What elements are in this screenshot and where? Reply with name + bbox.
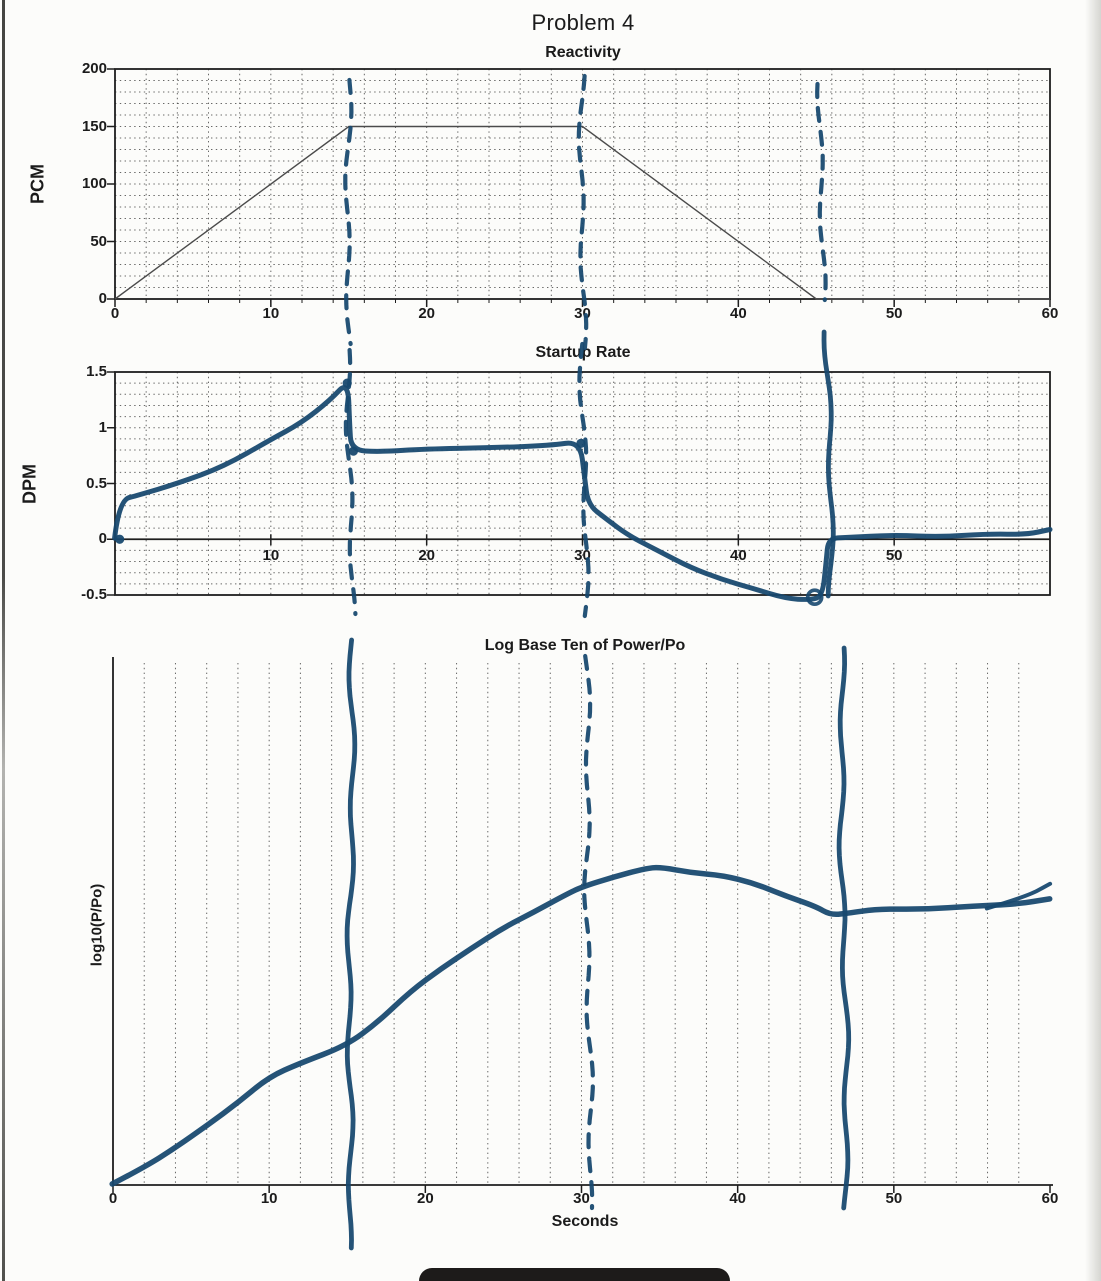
reactivity-pcm-line xyxy=(114,125,1050,300)
xtick-label-reactivity: 0 xyxy=(110,305,120,322)
ytick-label-startup-rate: 1.5 xyxy=(86,363,107,380)
pen-vline-46s-startup-rate xyxy=(821,329,836,599)
ytick-label-startup-rate: 1 xyxy=(98,418,107,436)
log10-power-ratio-hand-curve xyxy=(109,864,1053,1187)
xtick-label-reactivity: 10 xyxy=(262,305,280,322)
pen-vline-30s-startup-rate xyxy=(577,341,591,619)
grid-log-base-ten-of-power-po xyxy=(143,663,1020,1185)
startup-rate-dpm-ink-blob xyxy=(115,534,125,544)
pen-vline-15s-startup-rate xyxy=(343,347,358,617)
pen-vline-30s-reactivity xyxy=(576,73,589,351)
xtick-label-reactivity: 20 xyxy=(418,305,435,322)
seconds-axis-label: Seconds xyxy=(551,1213,619,1230)
ytick-label-reactivity: 150 xyxy=(81,117,107,135)
startup-rate-dpm-ink-blob xyxy=(348,446,359,456)
xtick-label-log-base-ten-of-power-po: 30 xyxy=(573,1190,590,1207)
ticks-startup-rate xyxy=(107,371,895,596)
scan-right-edge xyxy=(1085,0,1101,1281)
pen-vline-30s-log-base-ten-of-power-po xyxy=(582,653,595,1211)
xtick-label-log-base-ten-of-power-po: 40 xyxy=(729,1190,746,1207)
ytick-label-startup-rate: 0.5 xyxy=(86,474,107,492)
xtick-label-reactivity: 40 xyxy=(729,305,747,322)
ytick-label-reactivity: 50 xyxy=(90,232,107,250)
ytick-label-startup-rate: 0 xyxy=(98,530,107,548)
xtick-label-reactivity: 50 xyxy=(885,305,903,322)
reactivity-chart-title: Reactivity xyxy=(545,44,621,61)
pen-vline-47s-log-base-ten-of-power-po xyxy=(836,645,852,1211)
log-power-chart-title: Log Base Ten of Power/Po xyxy=(484,637,686,654)
xtick-label-reactivity: 60 xyxy=(1041,305,1059,322)
grid-startup-rate xyxy=(115,372,1050,595)
ytick-label-reactivity: 100 xyxy=(81,175,107,192)
page-title: Problem 4 xyxy=(531,10,635,35)
bottom-rounded-bar xyxy=(419,1268,730,1281)
ytick-label-reactivity: 0 xyxy=(98,290,107,307)
pen-vline-45s-reactivity xyxy=(815,81,828,303)
ytick-label-startup-rate: -0.5 xyxy=(81,586,107,603)
pen-vline-15s-log-base-ten-of-power-po xyxy=(344,637,358,1251)
ticks-reactivity xyxy=(107,68,1051,307)
log10-power-end-fork-stroke xyxy=(984,881,1053,911)
scan-left-edge xyxy=(2,0,5,1281)
pen-vline-15s-reactivity xyxy=(343,77,354,347)
ytick-label-reactivity: 200 xyxy=(81,60,107,77)
xtick-label-startup-rate: 10 xyxy=(262,547,280,564)
xtick-label-log-base-ten-of-power-po: 50 xyxy=(885,1190,903,1207)
xtick-label-startup-rate: 50 xyxy=(885,547,903,564)
startup-rate-dpm-ink-blob xyxy=(576,438,586,448)
xtick-label-log-base-ten-of-power-po: 0 xyxy=(108,1190,118,1207)
xtick-label-log-base-ten-of-power-po: 10 xyxy=(260,1190,278,1207)
xtick-label-log-base-ten-of-power-po: 20 xyxy=(416,1190,434,1207)
xtick-label-log-base-ten-of-power-po: 60 xyxy=(1041,1190,1059,1207)
xtick-label-startup-rate: 20 xyxy=(418,547,435,564)
ink-loop xyxy=(805,588,824,607)
xtick-label-startup-rate: 40 xyxy=(729,547,747,564)
